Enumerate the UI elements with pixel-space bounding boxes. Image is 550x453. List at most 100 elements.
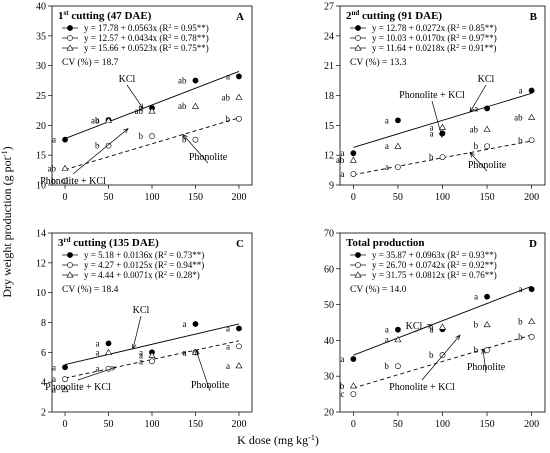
data-point-phonolite-kcl [61,164,69,171]
x-tick-label: 200 [231,419,246,430]
equation-text: y = 26.70 + 0.0742x [372,260,447,270]
data-point-phonolite [105,142,112,149]
data-point-phonolite-kcl [235,93,243,100]
significance-letter: b [474,345,479,355]
panel-title-sup: st [64,9,70,17]
legend-marker-phonolite [355,262,361,268]
significance-letter: a [139,103,143,113]
series-annotation: Phonolite [189,152,228,163]
r2-sup: 2 [168,24,171,30]
x-tick-label: 0 [351,419,356,430]
significance-letter: ab [178,76,187,86]
data-point-phonolite [350,391,357,397]
significance-letter: b [429,152,434,162]
y-tick-label: 24 [324,31,334,42]
legend-marker-phonolite [67,262,73,268]
data-point-phonolite [350,171,357,177]
legend-equation: y = 5.18 + 0.0136x (R2 = 0.73**) [84,250,204,260]
annotation-arrow [431,100,443,138]
significance-letter: ab [178,101,187,111]
legend-marker-phonolite-kcl [66,271,74,278]
significance-letter: a [182,347,186,357]
series-annotation: Phonolite + KCl [45,382,111,393]
y-tick-label: 30 [324,372,334,383]
data-point-kcl [62,364,68,371]
series-annotation: KCl [119,74,136,85]
x-tick-label: 200 [231,192,246,203]
data-point-phonolite-kcl [394,336,402,343]
r2-sup: 2 [456,34,459,40]
significance-letter: a [182,319,186,329]
cv-label: CV (%) = 18.4 [62,284,119,295]
equation-text: y = 12.57 + 0.0434x [84,33,159,43]
significance-letter: a [226,71,230,81]
data-point-phonolite [149,133,155,139]
data-point-phonolite-kcl [483,321,491,328]
significance-letter: a [139,347,143,357]
significance-letter: b [182,135,187,145]
significance-letter: a [385,335,389,345]
legend-equation: y = 17.78 + 0.0563x (R2 = 0.95**) [84,23,209,33]
significance-letter: a [96,364,100,374]
data-point-phonolite-kcl [438,123,447,130]
panel-letter: A [236,11,244,23]
fit-line-kcl [64,70,240,139]
significance-letter: a [519,284,523,294]
significance-letter: a [385,141,389,151]
y-axis-label: Dry weight production (g pot-1) [0,146,14,297]
y-tick-label: 10 [36,288,46,299]
data-point-kcl [62,136,68,143]
data-point-phonolite [528,137,535,144]
r2-sup: 2 [456,44,459,50]
significance-letter: b [384,361,389,371]
x-tick-label: 0 [63,192,68,203]
significance-letter: ab [336,155,345,165]
cv-label: CV (%) = 18.7 [62,57,119,68]
legend-marker-kcl [355,252,361,258]
r2-text: (R [447,33,456,43]
r2-sup: 2 [164,251,167,257]
data-point-phonolite [395,363,401,370]
x-tick-label: 150 [480,192,495,203]
equation-text: y = 11.64 + 0.0218x [372,43,447,53]
significance-letter: a [385,325,389,335]
y-tick-label: 2 [41,408,46,419]
r2-text: (R [155,260,164,270]
series-annotation: KCl [133,305,150,316]
annotation-arrowhead [131,343,137,350]
panel-title-sup: nd [352,9,360,17]
y-tick-label: 27 [324,2,334,13]
equation-text: y = 10.03 + 0.0170x [372,33,447,43]
significance-letter: ab [135,106,144,116]
x-tick-label: 150 [480,419,495,430]
data-point-phonolite [484,143,490,150]
fit-line-phonolite [353,140,532,176]
fit-line-phonolite [353,334,532,389]
y-tick-label: 15 [36,151,46,162]
panel-title: 1st cutting (47 DAE) [58,9,152,22]
significance-letter: b [429,350,434,360]
significance-letter: b [474,141,479,151]
annotation-arrow [182,134,209,164]
r2-sup: 2 [164,261,167,267]
r2-text: (R [155,270,164,280]
data-point-phonolite-kcl [61,386,69,393]
x-tick-label: 150 [188,419,203,430]
significance-letter: a [430,322,434,332]
r2-text: (R [447,250,456,260]
significance-letter: a [52,362,56,372]
y-tick-label: 14 [36,229,46,240]
legend-marker-phonolite-kcl [66,44,74,51]
significance-letter: a [340,354,344,364]
chart-panel-a: 10 15 20 25 30 35 40 0 50 100 150 200 1st cutting (4… [36,2,253,203]
data-point-phonolite-kcl [105,348,113,355]
significance-letter: a [96,338,100,348]
y-tick-label: 12 [36,258,46,269]
equation-text: y = 15.66 + 0.0523x [84,43,159,53]
significance-letter: a [226,341,230,351]
significance-letter: a [139,350,143,360]
r2-value: = 0.76**) [459,270,496,280]
y-tick-label: 9 [329,181,334,192]
significance-letter: b [52,176,57,186]
x-tick-label: 200 [524,192,539,203]
